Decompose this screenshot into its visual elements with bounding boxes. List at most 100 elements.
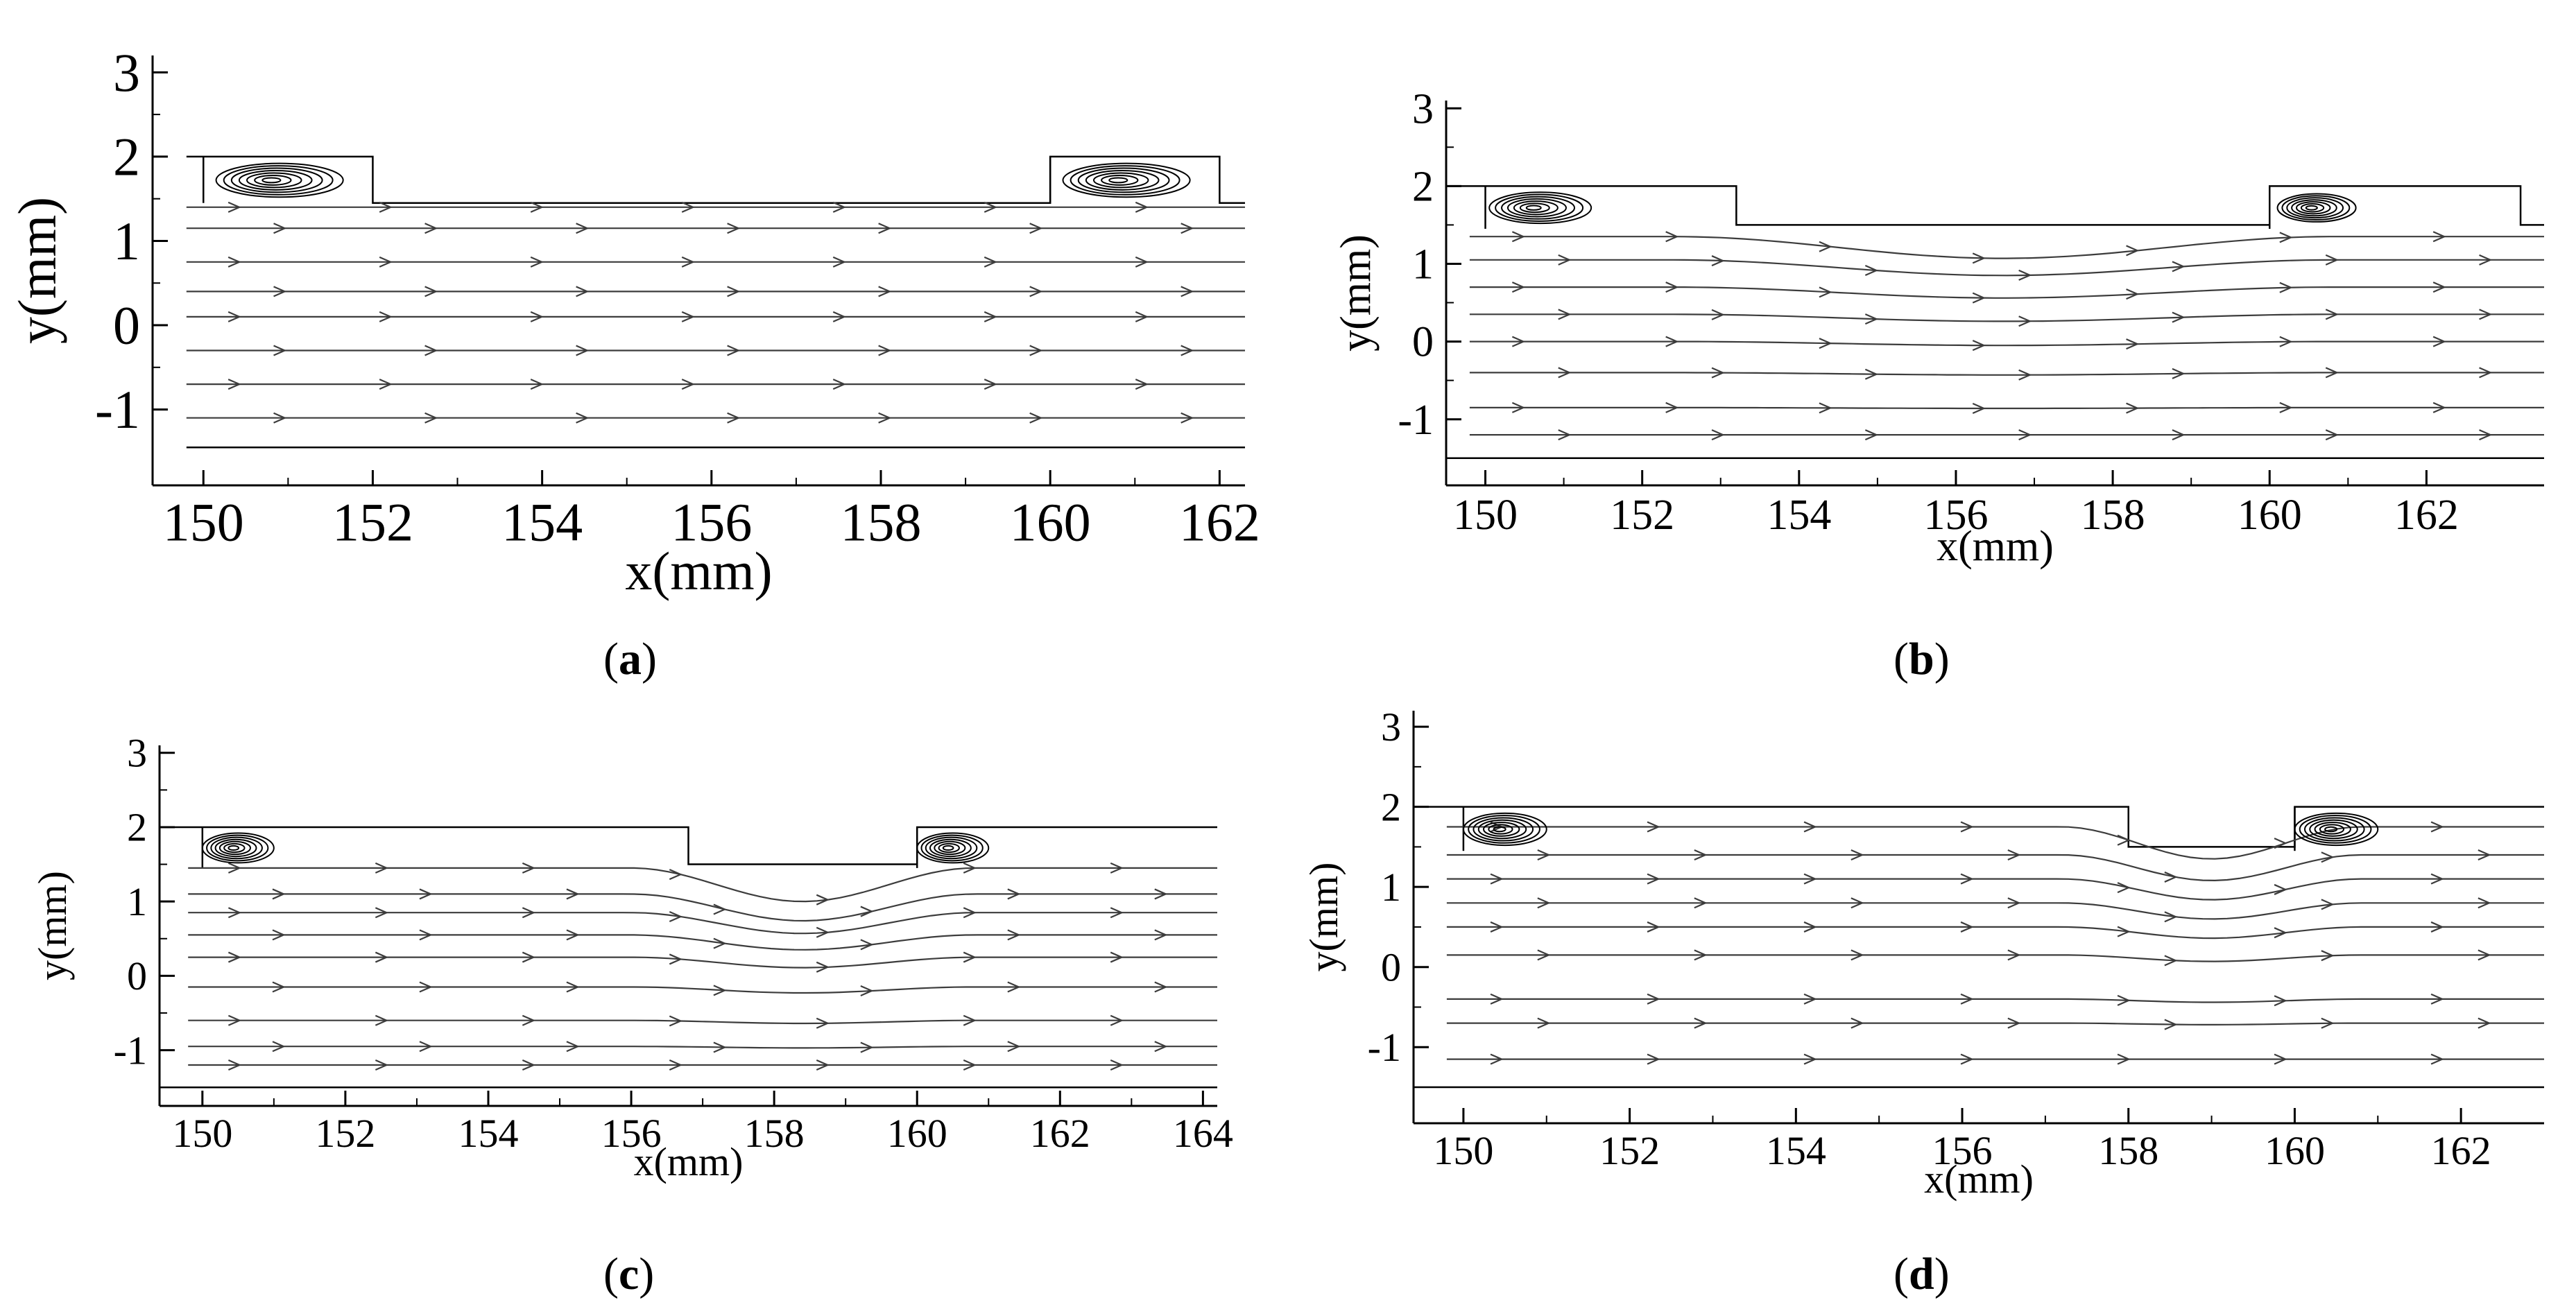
x-tick-label: 156 bbox=[601, 1111, 662, 1156]
streamline-arrow bbox=[984, 201, 998, 213]
streamline-arrow bbox=[2274, 1053, 2287, 1065]
x-axis-label: x(mm) bbox=[1937, 523, 2054, 570]
y-axis-label: y(mm) bbox=[30, 871, 75, 980]
streamline-arrow bbox=[576, 412, 590, 424]
streamline-arrow bbox=[419, 888, 433, 900]
x-tick-label: 152 bbox=[1599, 1128, 1660, 1173]
streamline-arrow bbox=[1819, 338, 1832, 349]
streamline-arrow bbox=[1647, 873, 1660, 885]
vortex bbox=[2276, 193, 2357, 223]
y-tick-label: -1 bbox=[1368, 1025, 1401, 1070]
streamline bbox=[1469, 286, 2544, 299]
vortex-contour bbox=[223, 842, 246, 854]
streamline-arrow bbox=[984, 379, 998, 390]
streamline-arrow bbox=[1851, 949, 1864, 961]
vortex-contour bbox=[1472, 817, 1534, 842]
vortex-contour bbox=[261, 177, 282, 184]
streamline-arrow bbox=[681, 201, 695, 213]
x-tick-label: 150 bbox=[1453, 492, 1518, 539]
streamline-arrow bbox=[681, 256, 695, 268]
streamline-arrow bbox=[227, 1059, 242, 1071]
y-tick-label: 1 bbox=[113, 211, 140, 271]
vortex-contour bbox=[1077, 167, 1170, 193]
streamline-arrow bbox=[2117, 882, 2131, 894]
streamline-arrow bbox=[2018, 369, 2032, 381]
panel-caption-b: (b) bbox=[1894, 634, 1950, 684]
streamline-arrow bbox=[273, 223, 287, 234]
streamline-arrow bbox=[816, 1017, 830, 1029]
streamline-arrow bbox=[1180, 223, 1194, 234]
streamline-arrow bbox=[1864, 313, 1879, 325]
vortex-contour bbox=[210, 836, 263, 860]
streamline-arrow bbox=[1110, 862, 1124, 874]
streamline-arrow bbox=[1135, 201, 1149, 213]
streamline-arrow bbox=[1154, 888, 1168, 900]
streamline bbox=[188, 956, 1217, 969]
vortex-contour bbox=[1506, 198, 1567, 218]
streamline-arrow bbox=[272, 1041, 286, 1053]
streamline-arrow bbox=[522, 1014, 536, 1026]
streamline-arrow bbox=[530, 379, 544, 390]
streamline-arrow bbox=[2274, 995, 2287, 1007]
vortex-contour bbox=[238, 170, 313, 191]
streamline-arrow bbox=[1864, 429, 1879, 441]
streamline-arrow bbox=[860, 1041, 874, 1053]
panel-caption-d: (d) bbox=[1894, 1249, 1950, 1299]
vortex-contour bbox=[215, 162, 344, 198]
streamline-arrow bbox=[1180, 286, 1194, 297]
streamline-arrow bbox=[1007, 981, 1021, 993]
y-axis-label: y(mm) bbox=[1332, 234, 1380, 352]
streamline-arrow bbox=[2172, 261, 2186, 272]
streamline bbox=[1469, 340, 2544, 347]
streamline-arrow bbox=[566, 981, 580, 993]
streamline bbox=[1446, 998, 2544, 1003]
streamline-arrow bbox=[2325, 254, 2339, 266]
streamline-arrow bbox=[1819, 241, 1832, 252]
streamline-arrow bbox=[2007, 849, 2021, 860]
streamline-arrow bbox=[669, 1059, 683, 1071]
vortex-contour bbox=[925, 836, 978, 860]
streamline-arrow bbox=[576, 286, 590, 297]
streamline bbox=[1446, 1022, 2544, 1025]
streamline bbox=[1446, 878, 2544, 901]
vortex bbox=[1462, 812, 1547, 847]
streamline-arrow bbox=[419, 929, 433, 941]
streamline-arrow bbox=[681, 311, 695, 322]
streamline-arrow bbox=[1803, 993, 1817, 1005]
panel-c-chart: 150 152 154 156 158 160 162 164 -1 0 1 2 3 x(mm) y(mm) bbox=[30, 730, 1233, 1184]
streamline-arrow bbox=[1647, 921, 1660, 933]
streamline-arrow bbox=[1803, 1053, 1817, 1065]
streamline-arrow bbox=[1029, 223, 1043, 234]
streamline-arrow bbox=[878, 345, 892, 356]
streamline-arrow bbox=[2007, 949, 2021, 961]
streamline-arrow bbox=[2117, 834, 2131, 846]
x-tick-label: 152 bbox=[1610, 492, 1674, 539]
x-tick-label: 158 bbox=[744, 1111, 805, 1156]
vortex-contour bbox=[1085, 170, 1160, 191]
streamline-arrow bbox=[832, 379, 846, 390]
vortex-contour bbox=[1468, 815, 1540, 844]
streamline-arrow bbox=[2164, 955, 2178, 967]
vortex-contour bbox=[934, 840, 966, 856]
streamline-arrow bbox=[1647, 821, 1660, 833]
x-tick-label: 160 bbox=[2265, 1128, 2325, 1173]
streamline-arrow bbox=[2018, 429, 2032, 441]
vortex-contour bbox=[1488, 191, 1592, 225]
vortex-contour bbox=[2276, 193, 2357, 223]
streamline bbox=[1446, 902, 2544, 920]
streamline bbox=[188, 1019, 1217, 1025]
vortex-contour bbox=[2300, 202, 2325, 213]
y-tick-label: 1 bbox=[127, 879, 147, 924]
streamline-arrow bbox=[2279, 232, 2293, 243]
streamline-arrow bbox=[1110, 907, 1124, 919]
streamline-arrow bbox=[1711, 429, 1725, 441]
channel-top-wall bbox=[1414, 806, 2544, 848]
streamline-arrow bbox=[2018, 269, 2032, 281]
streamline-arrow bbox=[1029, 412, 1043, 424]
streamline-arrow bbox=[816, 894, 830, 906]
x-tick-label: 154 bbox=[1767, 492, 1831, 539]
streamline-arrow bbox=[522, 951, 536, 963]
vortex bbox=[1062, 162, 1191, 198]
streamline-arrow bbox=[727, 223, 741, 234]
streamline-arrow bbox=[2479, 309, 2493, 320]
